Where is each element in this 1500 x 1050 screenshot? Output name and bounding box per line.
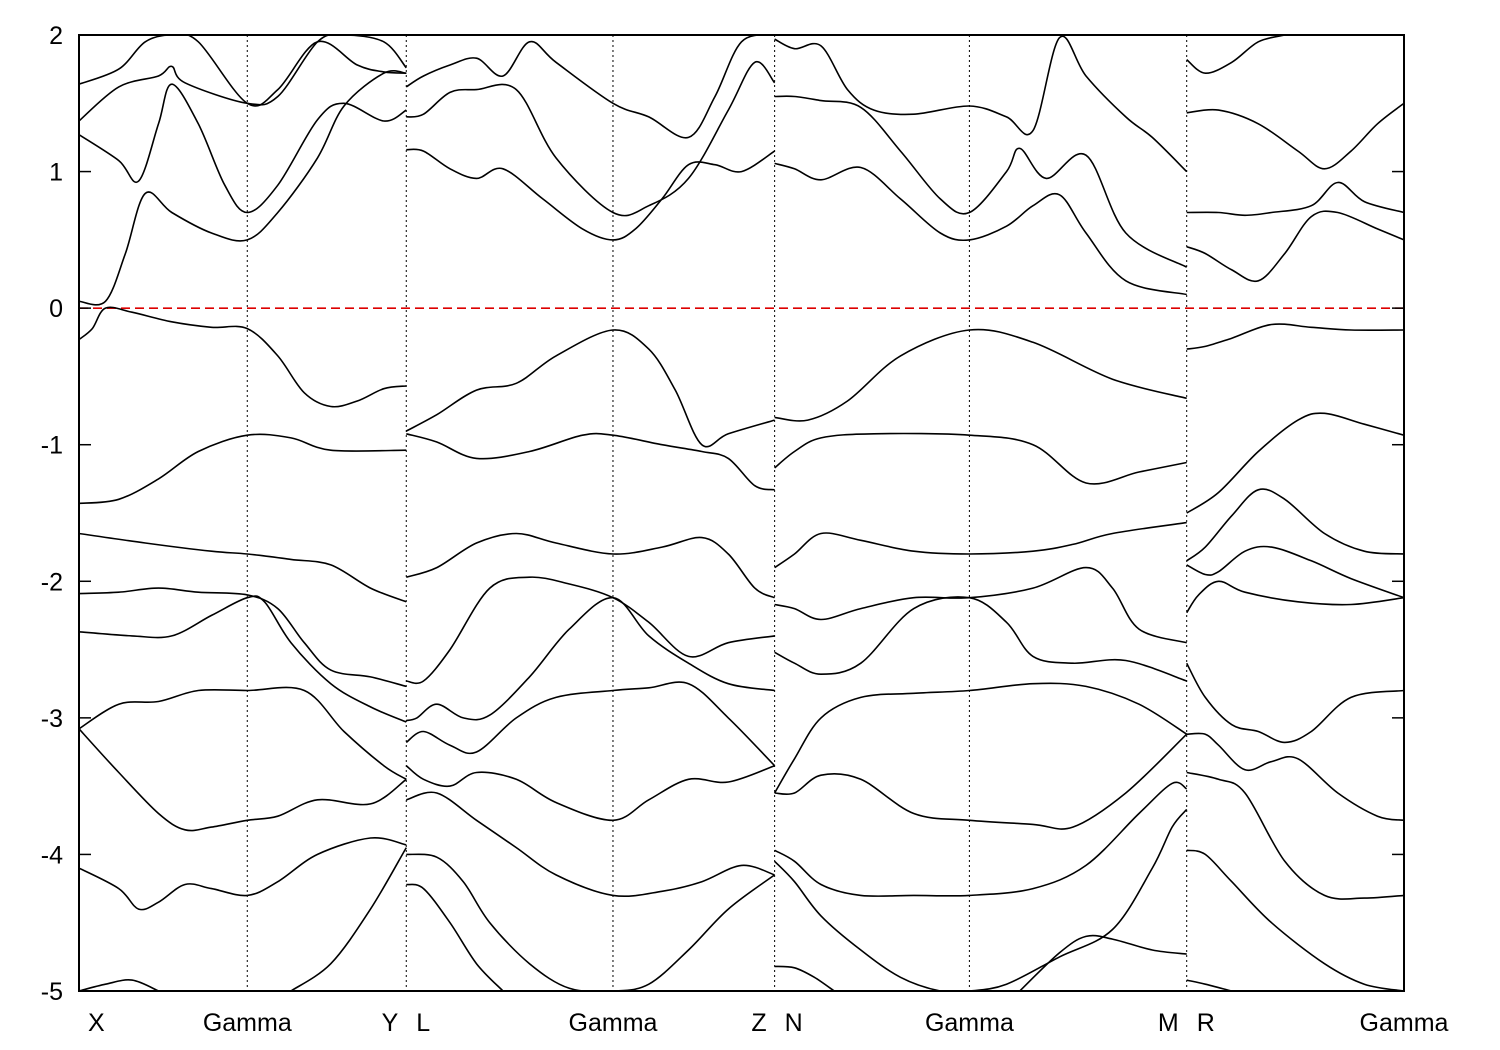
band-line-48: [1186, 545, 1404, 599]
band-line-47: [1186, 488, 1404, 562]
band-line-22: [405, 681, 776, 767]
band-line-20: [406, 576, 775, 685]
ytick-label-7: -5: [41, 978, 63, 1006]
band-line-46: [1186, 412, 1404, 514]
band-line-18: [406, 432, 775, 491]
band-line-35: [773, 682, 1188, 794]
band-line-52: [1186, 771, 1404, 900]
band-line-4: [79, 306, 407, 408]
band-line-39: [774, 965, 835, 991]
band-line-16: [406, 148, 776, 241]
band-line-29: [774, 162, 1187, 296]
ytick-label-5: -3: [41, 705, 63, 733]
xtick-label-9: R: [1197, 1009, 1215, 1037]
xtick-label-5: Z: [751, 1009, 766, 1037]
band-line-54: [1186, 979, 1232, 991]
x-axis-ticks: X Gamma Y L Gamma Z N Gamma M R Gamma: [88, 1009, 1449, 1037]
xtick-label-3: L: [416, 1009, 430, 1037]
band-line-49: [1186, 580, 1404, 614]
band-line-19: [406, 532, 775, 599]
xtick-label-1: Gamma: [203, 1009, 292, 1037]
band-line-31: [774, 432, 1187, 485]
band-line-32: [774, 521, 1187, 569]
band-line-7: [79, 587, 407, 688]
band-line-21: [406, 596, 775, 722]
xtick-label-8: M: [1158, 1009, 1179, 1037]
band-line-45: [1186, 323, 1404, 350]
band-line-40: [1019, 934, 1187, 991]
xtick-label-10: Gamma: [1360, 1009, 1449, 1037]
band-line-5: [79, 433, 407, 505]
band-line-17: [405, 329, 775, 448]
plot-frame-group: [78, 34, 1405, 992]
band-line-3: [79, 70, 407, 306]
band-line-37: [774, 781, 1188, 897]
band-line-51: [1186, 732, 1404, 822]
band-line-27: [774, 35, 1188, 173]
band-line-50: [1185, 662, 1404, 744]
xtick-label-2: Y: [382, 1009, 399, 1037]
band-line-2: [79, 83, 407, 214]
band-line-25: [406, 853, 776, 991]
xtick-label-0: X: [88, 1009, 105, 1037]
band-line-43: [1186, 181, 1404, 217]
high-symmetry-gridlines: [246, 35, 1188, 991]
ytick-label-0: 2: [49, 22, 63, 50]
bands-group: [79, 35, 1404, 991]
ytick-label-1: 1: [49, 159, 63, 187]
band-line-14: [405, 35, 775, 139]
band-line-26: [406, 883, 504, 991]
band-line-30: [774, 328, 1187, 422]
band-line-53: [1186, 849, 1404, 991]
ytick-label-4: -2: [41, 568, 63, 596]
band-line-6: [79, 532, 407, 603]
plot-frame: [78, 34, 1405, 992]
band-line-15: [406, 60, 776, 217]
ytick-label-2: 0: [49, 295, 63, 323]
band-line-36: [774, 733, 1188, 830]
band-line-12: [79, 979, 159, 991]
ytick-label-3: -1: [41, 432, 63, 460]
band-line-44: [1186, 210, 1404, 283]
band-line-24: [406, 791, 775, 898]
band-line-23: [405, 764, 775, 822]
xtick-label-6: N: [785, 1009, 803, 1037]
band-line-42: [1186, 102, 1404, 170]
xtick-label-4: Gamma: [569, 1009, 658, 1037]
band-line-8: [79, 595, 407, 723]
ytick-label-6: -4: [41, 841, 63, 869]
band-line-34: [774, 596, 1187, 682]
band-line-11: [79, 836, 407, 911]
band-line-10: [79, 728, 407, 832]
xtick-label-7: Gamma: [925, 1009, 1014, 1037]
band-line-13: [290, 847, 407, 991]
y-axis-ticks: 2 1 0 -1 -2 -3 -4 -5: [41, 22, 1404, 1006]
band-line-41: [1186, 35, 1285, 75]
band-line-9: [79, 686, 407, 780]
band-line-28: [774, 95, 1188, 268]
